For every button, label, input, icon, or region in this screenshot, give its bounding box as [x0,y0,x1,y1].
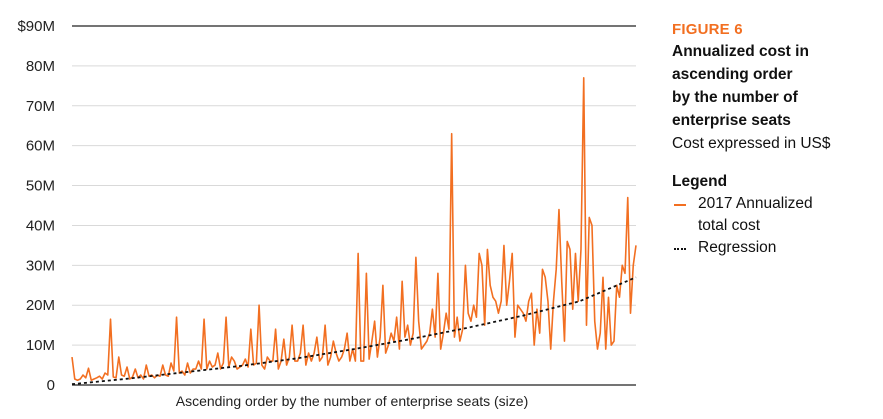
y-tick-label: $90M [17,18,55,35]
legend-label: 2017 Annualized [698,195,813,212]
legend-swatch-dotted [674,248,686,250]
x-axis-label: Ascending order by the number of enterpr… [176,393,529,409]
figure-number: FIGURE 6 [672,21,743,38]
line-chart: 0 10M 20M 30M 40M 50M 60M 70M 80M $90M Ascending … [17,18,637,409]
chart-title-line: ascending order [672,66,793,83]
chart-title-line: enterprise seats [672,112,791,129]
y-tick-label: 60M [26,138,55,155]
y-tick-label: 0 [47,377,55,394]
chart-title: Annualized cost in ascending order by th… [672,40,877,132]
figure-caption: FIGURE 6 Annualized cost in ascending or… [672,20,877,259]
grid-lines [72,25,636,386]
legend-swatch-solid [674,204,686,206]
chart-title-line: Annualized cost in [672,43,809,60]
y-tick-label: 50M [26,178,55,195]
y-tick-label: 10M [26,337,55,354]
y-tick-label: 30M [26,257,55,274]
chart-title-line: by the number of [672,89,798,106]
y-tick-label: 40M [26,217,55,234]
legend-title: Legend [672,173,728,190]
y-tick-label: 70M [26,98,55,115]
series-line-regression [71,276,637,386]
legend-item-annualized-cost: 2017 Annualized total cost [672,193,877,237]
legend-label: Regression [698,239,777,256]
y-axis-ticks: 0 10M 20M 30M 40M 50M 60M 70M 80M $90M [17,18,55,394]
chart-subtitle: Cost expressed in US$ [672,135,831,152]
legend-label: total cost [698,217,761,234]
legend-item-regression: Regression [672,237,877,259]
series-line-annualized-cost [71,77,637,382]
y-tick-label: 80M [26,58,55,75]
y-tick-label: 20M [26,297,55,314]
